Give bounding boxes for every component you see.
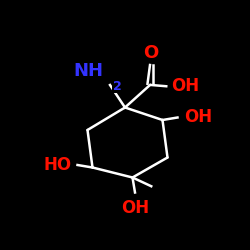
Text: O: O xyxy=(144,44,159,62)
Text: HO: HO xyxy=(43,156,71,174)
Text: 2: 2 xyxy=(112,80,121,93)
Text: NH: NH xyxy=(74,62,104,80)
Text: OH: OH xyxy=(184,108,212,126)
Text: OH: OH xyxy=(121,199,149,217)
Text: OH: OH xyxy=(171,77,199,95)
